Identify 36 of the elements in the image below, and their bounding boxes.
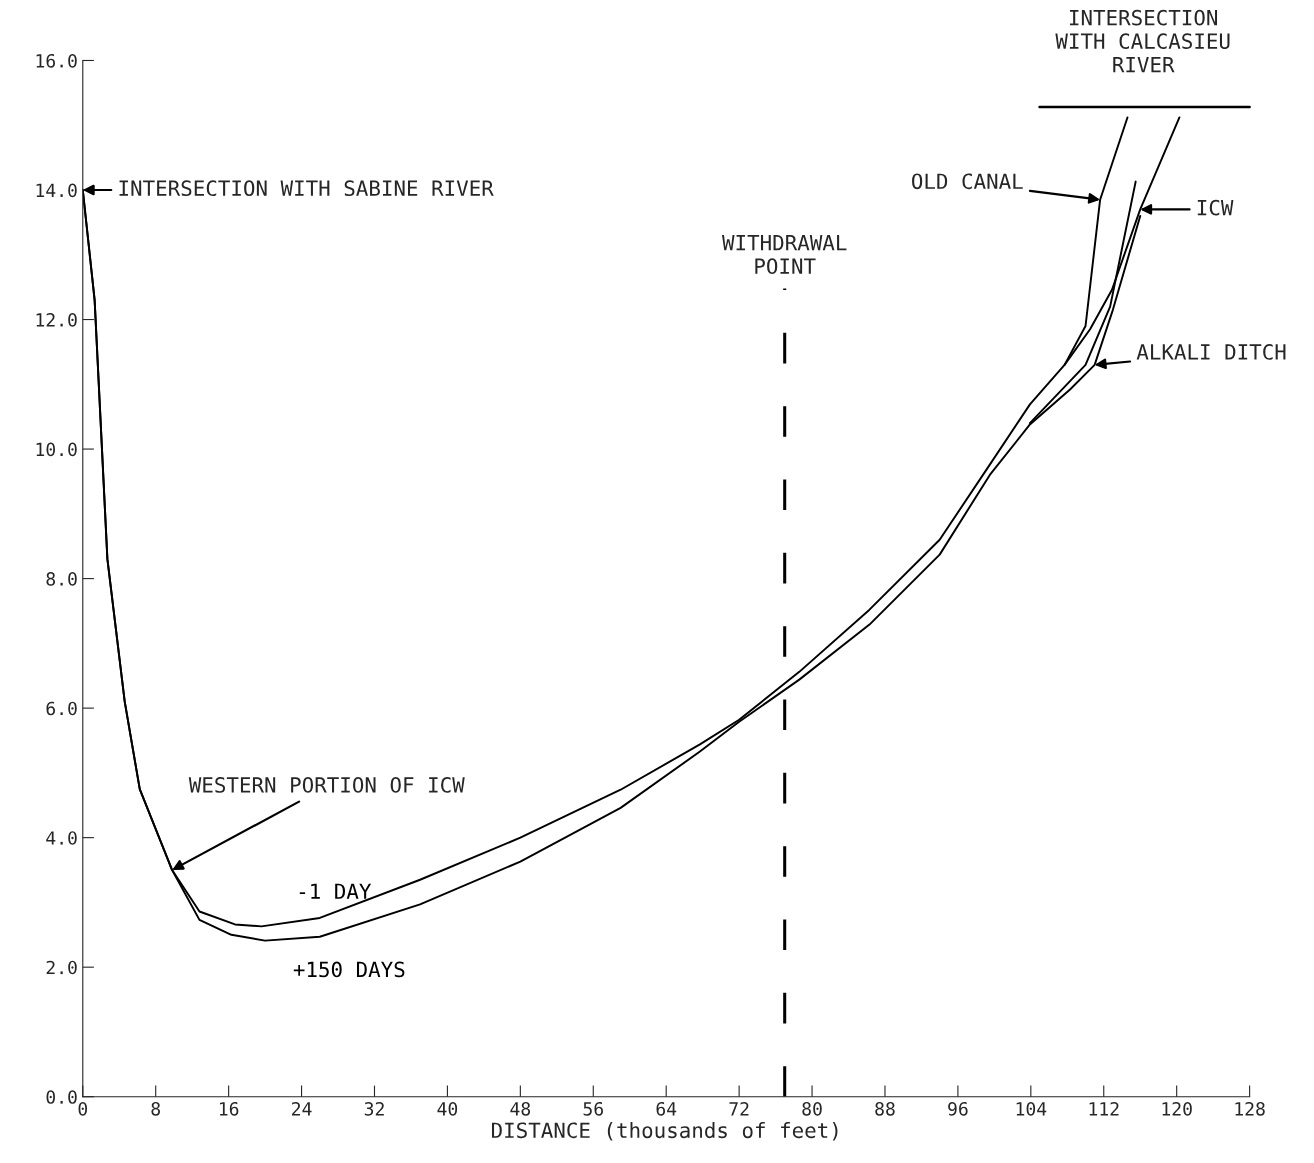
annotation: WESTERN PORTION OF ICW (188, 777, 465, 793)
ref-line-label: WITHDRAWAL POINT (721, 235, 847, 275)
x-tick-label: 80 (802, 1101, 822, 1116)
annotation: INTERSECTION WITH CALCASIEU RIVER (1055, 9, 1230, 73)
x-tick-label: 40 (437, 1101, 458, 1116)
x-tick-label: 32 (364, 1101, 384, 1116)
x-tick-label: 48 (510, 1101, 531, 1116)
y-tick-label: 6.0 (46, 701, 77, 716)
annotation: ALKALI DITCH (1136, 344, 1286, 360)
x-tick-label: 112 (1089, 1101, 1119, 1116)
annotation: ICW (1197, 199, 1234, 216)
series-label: -1 DAY (299, 883, 372, 899)
x-tick-label: 56 (583, 1101, 603, 1116)
x-tick-label: 64 (656, 1101, 677, 1116)
series-label: +150 DAYS (293, 961, 405, 978)
y-tick-label: 14.0 (36, 183, 77, 198)
annotation: INTERSECTION WITH SABINE RIVER (119, 180, 494, 197)
x-tick-label: 88 (875, 1101, 895, 1116)
y-tick-label: 0.0 (46, 1090, 77, 1104)
x-tick-label: 128 (1235, 1101, 1265, 1116)
y-tick-label: 10.0 (36, 442, 77, 457)
y-tick-label: 8.0 (46, 572, 77, 586)
y-tick-label: 12.0 (36, 313, 77, 327)
y-tick-label: 4.0 (46, 831, 77, 845)
x-axis-title: DISTANCE (thousands of feet) (492, 1122, 838, 1141)
y-tick-label: 16.0 (36, 53, 77, 68)
x-tick-label: 8 (151, 1101, 160, 1116)
x-tick-label: 24 (292, 1101, 312, 1116)
x-tick-label: 0 (78, 1101, 88, 1116)
x-tick-label: 16 (219, 1101, 239, 1116)
x-tick-label: 72 (729, 1101, 749, 1116)
x-tick-label: 104 (1016, 1101, 1047, 1116)
y-tick-label: 2.0 (46, 960, 77, 975)
x-tick-label: 120 (1162, 1101, 1192, 1116)
x-tick-label: 96 (948, 1101, 968, 1116)
annotation: OLD CANAL (912, 173, 1023, 190)
